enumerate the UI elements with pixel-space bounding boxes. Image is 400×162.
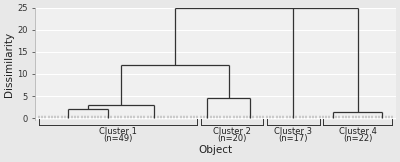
Y-axis label: Dissimilarity: Dissimilarity <box>4 31 14 97</box>
Text: (n=17): (n=17) <box>278 134 308 143</box>
Text: Object: Object <box>198 145 232 155</box>
Text: Cluster 1: Cluster 1 <box>99 127 137 136</box>
Text: Cluster 2: Cluster 2 <box>213 127 251 136</box>
Text: Cluster 3: Cluster 3 <box>274 127 312 136</box>
Text: Cluster 4: Cluster 4 <box>339 127 376 136</box>
Text: (n=20): (n=20) <box>217 134 247 143</box>
Text: (n=22): (n=22) <box>343 134 372 143</box>
Text: (n=49): (n=49) <box>103 134 133 143</box>
